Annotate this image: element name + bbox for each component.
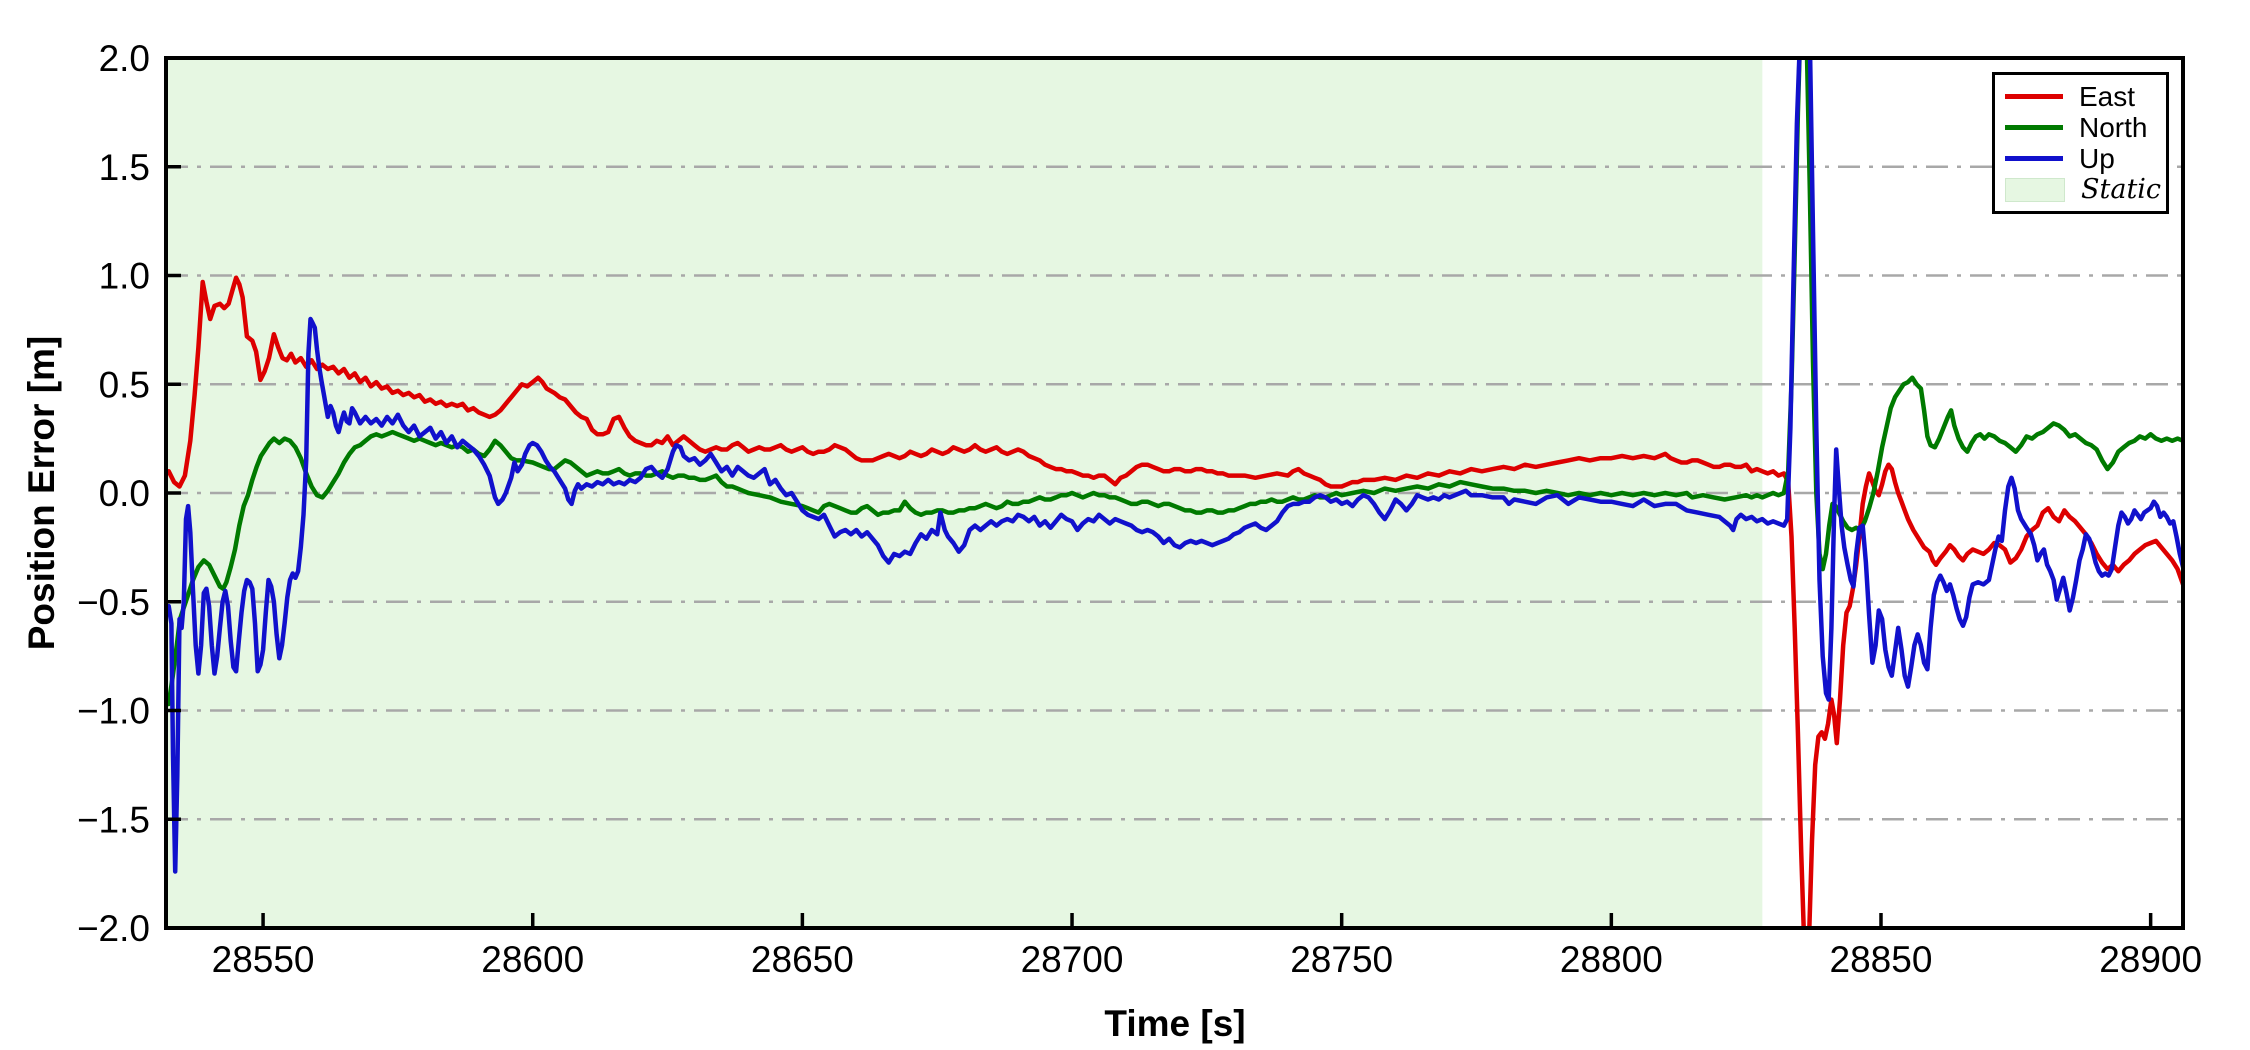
legend-item-up: Up [2005,144,2156,174]
y-tick-label: −1.0 [77,691,150,732]
x-tick-label: 28650 [751,939,854,980]
legend-label-north: North [2079,111,2148,143]
legend-label-up: Up [2079,142,2115,174]
x-tick-label: 28900 [2099,939,2202,980]
y-tick-label: 0.5 [99,364,150,405]
y-tick-label: −0.5 [77,582,150,623]
y-tick-label: 2.0 [99,38,150,79]
legend-label-east: East [2079,80,2136,112]
y-tick-label: 1.5 [99,147,150,188]
east-line-swatch [2005,94,2063,99]
y-tick-label: 1.0 [99,256,150,297]
x-tick-label: 28750 [1290,939,1393,980]
legend-item-east: East [2005,82,2156,112]
x-tick-label: 28550 [212,939,315,980]
x-tick-label: 28850 [1830,939,1933,980]
legend-item-static: Static [2005,175,2161,205]
y-tick-label: −1.5 [77,799,150,840]
x-tick-label: 28700 [1021,939,1124,980]
legend-item-north: North [2005,113,2156,143]
x-tick-label: 28600 [481,939,584,980]
y-tick-label: −2.0 [77,908,150,949]
series-up [166,58,2183,874]
series-east [166,275,2183,928]
y-tick-label: 0.0 [99,473,150,514]
static-patch-swatch [2005,177,2065,202]
north-line-swatch [2005,125,2063,130]
x-tick-label: 28800 [1560,939,1663,980]
legend-label-static: Static [2081,174,2162,205]
y-axis-label: Position Error [m] [21,335,62,651]
legend: East North Up Static [1992,72,2169,214]
up-line-swatch [2005,156,2063,161]
x-axis-label: Time [s] [1104,1003,1246,1044]
